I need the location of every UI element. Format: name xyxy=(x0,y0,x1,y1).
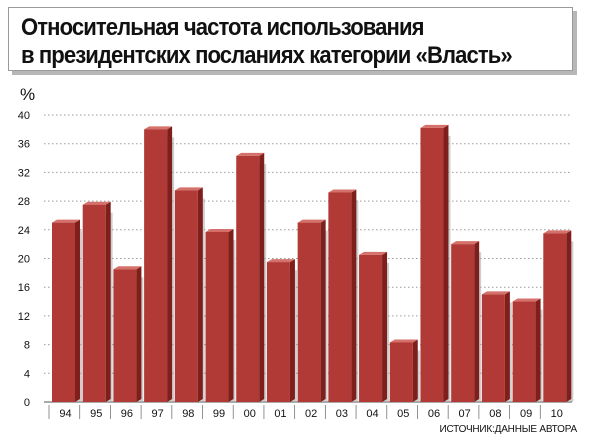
x-tick-label-01: 01 xyxy=(274,408,286,420)
x-tick-label-96: 96 xyxy=(121,408,133,420)
y-tick-label-12: 12 xyxy=(18,311,30,323)
bar-10 xyxy=(543,230,574,402)
bar-03 xyxy=(328,189,359,402)
x-tick-label-09: 09 xyxy=(520,408,532,420)
y-tick-label-20: 20 xyxy=(18,254,30,266)
bar-08 xyxy=(481,291,512,402)
y-tick-label-24: 24 xyxy=(18,225,30,237)
y-tick-label-4: 4 xyxy=(24,368,30,380)
bar-96 xyxy=(113,266,144,402)
bar-02 xyxy=(297,219,328,402)
y-tick-label-36: 36 xyxy=(18,139,30,151)
chart-title-line-1: Относительная частота использования xyxy=(21,14,424,41)
x-tick-label-08: 08 xyxy=(489,408,501,420)
bar-06 xyxy=(420,124,451,403)
source-note: ИСТОЧНИК:ДАННЫЕ АВТОРА xyxy=(439,424,577,435)
y-tick-label-28: 28 xyxy=(18,196,30,208)
bar-00 xyxy=(236,152,267,402)
x-tick-label-95: 95 xyxy=(90,408,102,420)
y-tick-label-40: 40 xyxy=(18,110,30,122)
x-tick-label-99: 99 xyxy=(213,408,225,420)
y-tick-label-32: 32 xyxy=(18,167,30,179)
bar-01 xyxy=(266,259,297,402)
x-tick-label-05: 05 xyxy=(397,408,409,420)
bar-09 xyxy=(512,298,543,402)
y-axis-unit-label: % xyxy=(20,85,35,104)
x-tick-label-10: 10 xyxy=(551,408,563,420)
chart-title-box: Относительная частота использования в пр… xyxy=(8,7,573,71)
x-tick-label-00: 00 xyxy=(244,408,256,420)
bar-97 xyxy=(144,126,175,402)
y-tick-label-8: 8 xyxy=(24,340,30,352)
bar-04 xyxy=(359,251,390,402)
bar-94 xyxy=(52,219,82,402)
x-tick-label-98: 98 xyxy=(182,408,194,420)
bar-07 xyxy=(451,241,482,402)
y-axis: 0 4 8 12 16 20 24 28 32 36 40 xyxy=(18,110,30,409)
bar-99 xyxy=(205,228,236,402)
bar-98 xyxy=(174,187,205,402)
x-tick-label-03: 03 xyxy=(336,408,348,420)
bar-05 xyxy=(389,339,420,402)
y-tick-label-16: 16 xyxy=(18,282,30,294)
x-tick-label-06: 06 xyxy=(428,408,440,420)
x-axis-labels: 94 95 96 97 98 99 00 01 02 03 04 05 06 07 08 09 10 xyxy=(48,405,563,420)
x-tick-label-97: 97 xyxy=(151,408,163,420)
bar-95 xyxy=(82,201,113,402)
x-tick-label-07: 07 xyxy=(459,408,471,420)
x-tick-label-02: 02 xyxy=(305,408,317,420)
bars xyxy=(52,124,574,403)
chart-title-line-2: в президентских посланиях категории «Вла… xyxy=(21,42,513,69)
x-tick-label-94: 94 xyxy=(59,408,71,420)
y-tick-label-0: 0 xyxy=(24,397,30,409)
x-tick-label-04: 04 xyxy=(366,408,378,420)
